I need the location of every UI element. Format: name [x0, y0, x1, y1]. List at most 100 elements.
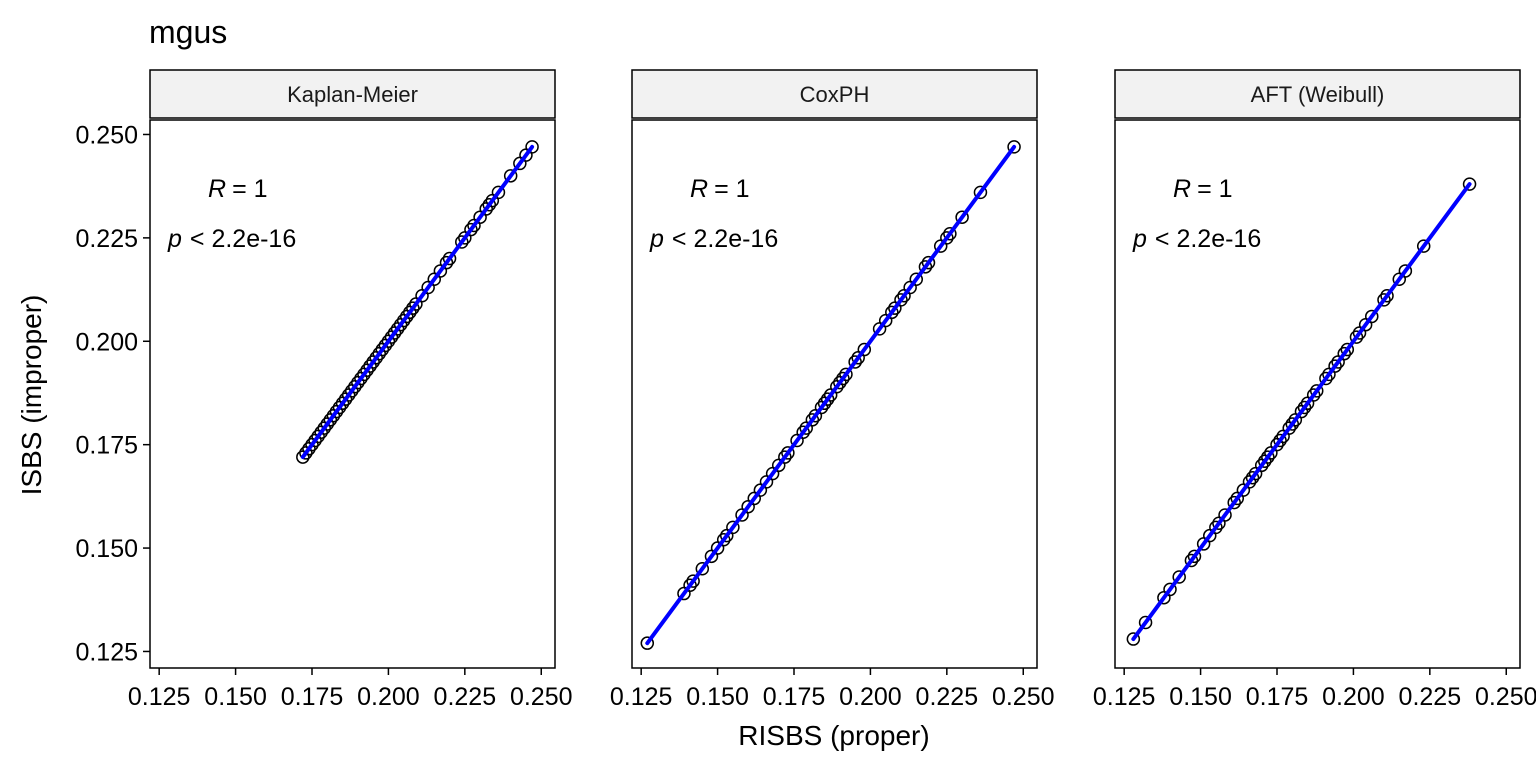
- regression-line: [645, 144, 1017, 646]
- x-tick-label: 0.150: [204, 683, 267, 711]
- panel-border: [1114, 119, 1521, 669]
- facet-strip: [1114, 69, 1521, 119]
- data-point: [1187, 549, 1202, 564]
- data-point: [836, 371, 850, 386]
- data-point: [796, 425, 810, 440]
- p-value-label: p < 2.2e-16: [1132, 225, 1261, 253]
- data-point: [1337, 346, 1351, 361]
- data-point: [716, 533, 731, 547]
- data-point: [921, 255, 936, 270]
- data-point: [1416, 239, 1431, 253]
- data-point: [1306, 388, 1321, 402]
- data-point: [1349, 330, 1364, 344]
- data-point: [1209, 520, 1223, 535]
- data-point: [1398, 264, 1413, 278]
- data-point: [439, 255, 454, 270]
- x-tick-label: 0.200: [357, 683, 420, 711]
- y-tick-label: 0.225: [75, 225, 138, 253]
- x-tick-label: 0.250: [992, 683, 1055, 711]
- x-axis-title: RISBS (proper): [738, 720, 929, 751]
- correlation-label: R = 1: [1173, 175, 1233, 203]
- data-point: [1261, 450, 1275, 464]
- facet-panels: Kaplan-Meier 0.125 0.150 0.175 0.200 0.225 0.2…: [75, 69, 1536, 711]
- data-point: [525, 140, 539, 154]
- data-point: [1285, 417, 1300, 431]
- y-tick-label: 0.175: [75, 432, 138, 460]
- data-point: [1227, 495, 1241, 510]
- data-point: [894, 293, 908, 307]
- data-point: [955, 210, 969, 224]
- data-point: [805, 413, 820, 427]
- p-value-label: p < 2.2e-16: [649, 225, 778, 253]
- data-point: [940, 231, 954, 245]
- data-point: [918, 260, 933, 274]
- data-point: [686, 574, 700, 588]
- regression-line: [1131, 182, 1472, 642]
- data-point: [1297, 400, 1312, 415]
- data-point: [1377, 293, 1391, 307]
- x-tick-label: 0.125: [128, 683, 191, 711]
- data-point: [455, 235, 469, 249]
- panel-2: AFT (Weibull) 0.125 0.150 0.175 0.200 0.225 0.…: [1093, 69, 1536, 711]
- chart-title: mgus: [149, 14, 227, 50]
- data-point: [1218, 508, 1232, 522]
- y-axis-title: ISBS (improper): [16, 295, 47, 496]
- panel-border: [631, 119, 1038, 669]
- x-tick-label: 0.175: [1246, 683, 1309, 711]
- data-point: [695, 561, 710, 576]
- data-point: [503, 169, 518, 183]
- x-tick-label: 0.150: [1169, 683, 1232, 711]
- data-point: [1245, 471, 1260, 485]
- data-point: [1319, 371, 1333, 386]
- data-point: [778, 450, 792, 464]
- data-point: [1328, 359, 1342, 373]
- data-point: [406, 301, 420, 315]
- data-point: [1007, 140, 1021, 154]
- x-tick-label: 0.250: [510, 683, 573, 711]
- data-point: [857, 342, 872, 357]
- data-point: [482, 198, 497, 212]
- data-point: [640, 636, 655, 650]
- correlation-label: R = 1: [208, 175, 268, 203]
- data-point: [726, 520, 740, 535]
- data-point: [1340, 342, 1355, 357]
- data-point: [1365, 309, 1379, 324]
- panel-1: CoxPH 0.125 0.150 0.175 0.200 0.225 0.250 R = 1 p…: [610, 69, 1055, 711]
- data-point: [683, 578, 697, 593]
- x-tick-label: 0.200: [839, 683, 902, 711]
- p-value-label: p < 2.2e-16: [167, 225, 296, 253]
- x-tick-label: 0.125: [610, 683, 673, 711]
- data-point: [781, 446, 795, 460]
- data-point: [442, 251, 457, 266]
- data-point: [491, 185, 506, 200]
- x-tick-label: 0.250: [1475, 683, 1536, 711]
- facet-strip-label: Kaplan-Meier: [287, 82, 418, 107]
- panel-0: Kaplan-Meier 0.125 0.150 0.175 0.200 0.225 0.2…: [75, 69, 573, 711]
- data-point: [848, 355, 862, 369]
- data-point: [464, 222, 478, 237]
- x-tick-label: 0.175: [763, 683, 826, 711]
- data-point: [1163, 582, 1177, 597]
- x-tick-label: 0.150: [686, 683, 749, 711]
- x-tick-label: 0.125: [1093, 683, 1156, 711]
- data-point: [1380, 289, 1394, 303]
- correlation-label: R = 1: [690, 175, 750, 203]
- y-tick-label: 0.125: [75, 638, 138, 666]
- data-point: [1462, 177, 1477, 191]
- x-tick-label: 0.225: [434, 683, 497, 711]
- data-point: [1309, 384, 1324, 398]
- facet-strip-label: AFT (Weibull): [1251, 82, 1385, 107]
- y-tick-label: 0.250: [75, 121, 138, 149]
- data-point: [943, 226, 957, 241]
- data-point: [973, 185, 988, 200]
- data-point: [839, 367, 853, 382]
- data-point: [1172, 570, 1186, 584]
- data-point: [1184, 553, 1199, 568]
- data-point: [1273, 433, 1287, 448]
- y-tick-label: 0.150: [75, 535, 138, 563]
- y-tick-label: 0.200: [75, 328, 138, 356]
- x-tick-label: 0.175: [281, 683, 344, 711]
- facet-strip: [149, 69, 556, 119]
- data-point: [1126, 632, 1141, 646]
